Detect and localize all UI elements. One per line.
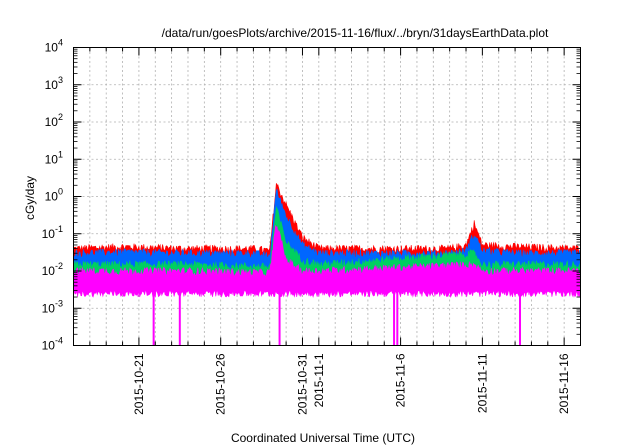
y-tick-label: 103	[45, 75, 63, 92]
series-3	[74, 224, 581, 346]
x-tick-label: 2015-10-21	[132, 353, 146, 415]
x-tick-label: 2015-11-11	[475, 353, 489, 413]
x-tick-label: 2015-10-31	[295, 353, 309, 415]
x-tick-label: 2015-11-6	[394, 353, 408, 407]
y-tick-label: 104	[45, 38, 63, 55]
axes: 10-4 10-3 10-2 10-1 100 101 102 103 104 2015-10-2…	[42, 38, 581, 415]
y-tick-label: 101	[45, 149, 63, 166]
grid	[73, 47, 581, 346]
x-tick-label: 2015-11-1	[312, 353, 326, 407]
x-axis-label: Coordinated Universal Time (UTC)	[231, 431, 415, 445]
x-tick-label: 2015-11-16	[557, 353, 571, 414]
y-tick-label: 10-2	[42, 261, 63, 278]
plot-area	[74, 183, 581, 346]
y-tick-label: 10-4	[42, 336, 63, 353]
y-tick-label: 100	[45, 187, 63, 204]
x-tick-label: 2015-10-26	[214, 353, 228, 415]
y-axis-label: cGy/day	[23, 176, 37, 220]
chart-title: /data/run/goesPlots/archive/2015-11-16/f…	[162, 26, 549, 40]
y-tick-label: 10-3	[42, 298, 63, 315]
y-tick-label: 102	[45, 112, 63, 129]
y-tick-label: 10-1	[42, 224, 63, 241]
